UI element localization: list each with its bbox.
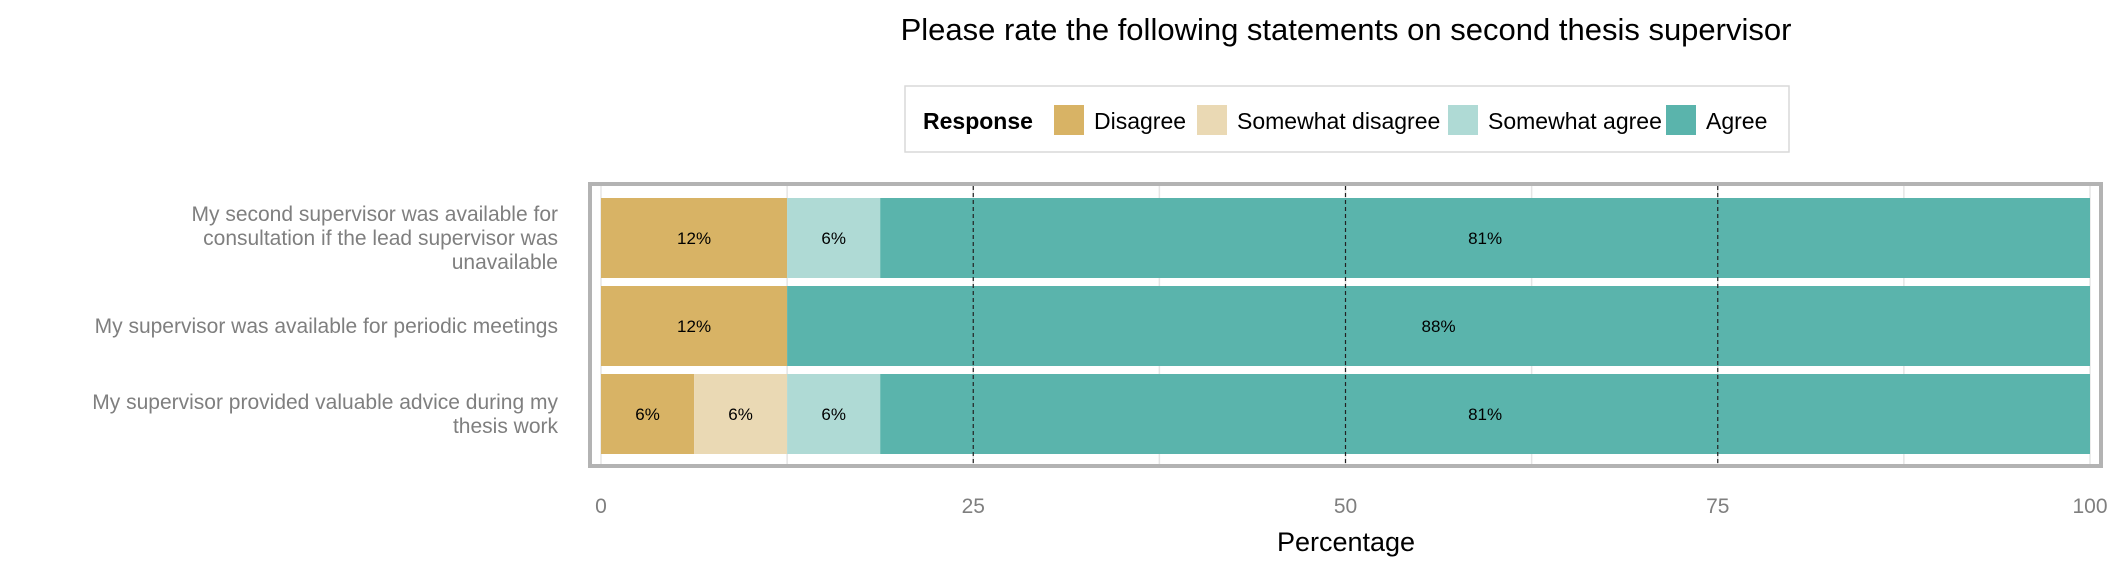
- category-label-2-0: My supervisor provided valuable advice d…: [92, 391, 558, 414]
- bar-0-0: [601, 198, 788, 278]
- category-label-0-2: unavailable: [452, 251, 558, 274]
- legend-label-3: Agree: [1706, 108, 1767, 134]
- x-axis-title: Percentage: [1277, 527, 1415, 557]
- data-label-0-0: 12%: [677, 229, 711, 248]
- legend-label-0: Disagree: [1094, 108, 1186, 134]
- legend-title: Response: [923, 108, 1033, 134]
- bar-1-3: [787, 286, 2090, 366]
- chart-title: Please rate the following statements on …: [901, 12, 1792, 47]
- x-tick-label-0: 0: [595, 495, 607, 518]
- legend-swatch-0: [1054, 105, 1084, 135]
- bar-1-0: [601, 286, 788, 366]
- bar-0-2: [787, 198, 881, 278]
- data-label-0-3: 81%: [1468, 229, 1502, 248]
- bar-0-3: [880, 198, 2090, 278]
- legend-label-1: Somewhat disagree: [1237, 108, 1440, 134]
- data-label-2-1: 6%: [728, 405, 753, 424]
- bar-2-0: [601, 374, 695, 454]
- category-label-2-1: thesis work: [453, 415, 559, 438]
- data-label-1-3: 88%: [1422, 317, 1456, 336]
- legend-swatch-2: [1448, 105, 1478, 135]
- legend-box: [904, 85, 1790, 153]
- data-label-2-3: 81%: [1468, 405, 1502, 424]
- data-label-0-2: 6%: [821, 229, 846, 248]
- bar-2-1: [694, 374, 788, 454]
- data-label-2-2: 6%: [821, 405, 846, 424]
- legend-swatch-1: [1197, 105, 1227, 135]
- category-label-1-0: My supervisor was available for periodic…: [95, 315, 558, 338]
- x-tick-label-2: 50: [1334, 495, 1357, 518]
- legend-swatch-3: [1666, 105, 1696, 135]
- bar-2-2: [787, 374, 881, 454]
- data-label-2-0: 6%: [635, 405, 660, 424]
- data-label-1-0: 12%: [677, 317, 711, 336]
- x-tick-label-4: 100: [2072, 495, 2107, 518]
- x-tick-label-1: 25: [962, 495, 985, 518]
- legend-label-2: Somewhat agree: [1488, 108, 1662, 134]
- bar-2-3: [880, 374, 2090, 454]
- x-tick-label-3: 75: [1706, 495, 1729, 518]
- category-label-0-0: My second supervisor was available for: [192, 203, 559, 226]
- category-label-0-1: consultation if the lead supervisor was: [203, 227, 558, 250]
